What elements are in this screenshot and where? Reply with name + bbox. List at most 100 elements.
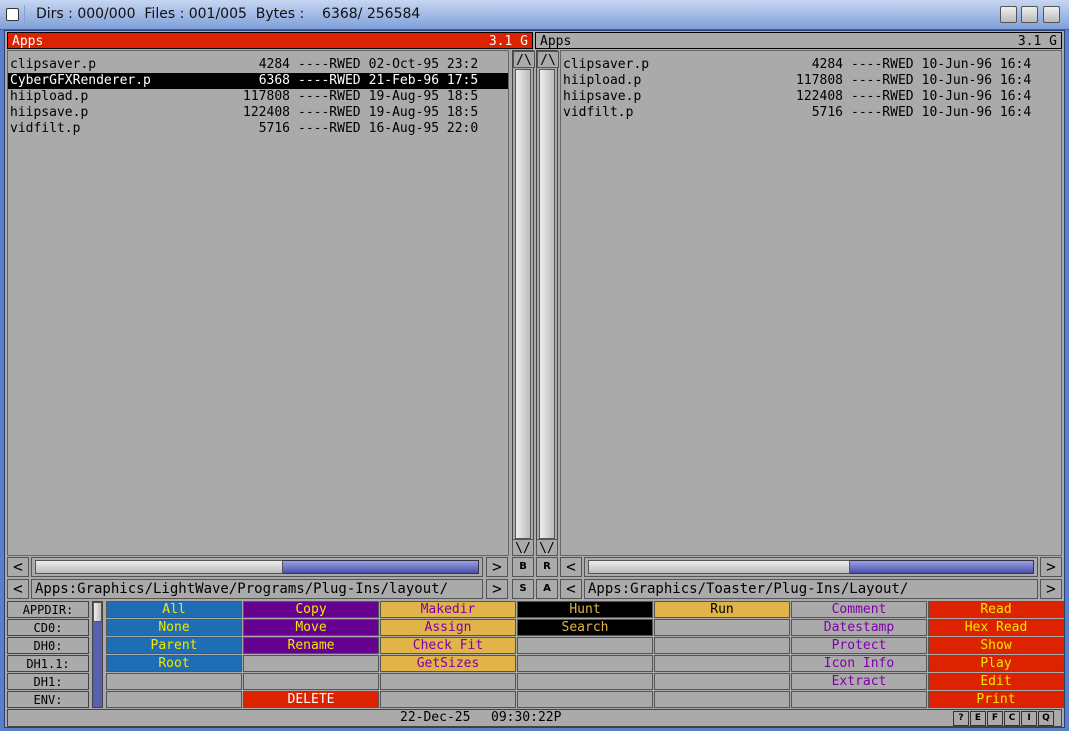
left-lister-header[interactable]: Apps 3.1 G — [7, 32, 533, 49]
play-button[interactable]: Play — [928, 655, 1064, 672]
scroll-thumb[interactable] — [35, 560, 283, 574]
empty-button[interactable] — [654, 637, 790, 654]
scroll-thumb[interactable] — [539, 69, 555, 539]
title-bar[interactable]: Dirs : 000/000 Files : 001/005 Bytes : 6… — [0, 0, 1069, 30]
file-row[interactable]: hiipload.p 117808 ----RWED 19-Aug-95 18:5 — [8, 89, 508, 105]
empty-button[interactable] — [517, 655, 653, 672]
file-row[interactable]: CyberGFXRenderer.p 6368 ----RWED 21-Feb-96 … — [8, 73, 508, 89]
device-button[interactable]: DH0: — [7, 637, 89, 654]
right-horizontal-scrollbar[interactable] — [584, 557, 1038, 577]
parent-button[interactable]: Parent — [106, 637, 242, 654]
empty-button[interactable] — [517, 637, 653, 654]
extract-button[interactable]: Extract — [791, 673, 927, 690]
left-file-list[interactable]: clipsaver.p 4284 ----RWED 02-Oct-95 23:2 Cyb… — [7, 50, 509, 556]
none-button[interactable]: None — [106, 619, 242, 636]
delete-button[interactable]: DELETE — [243, 691, 379, 708]
scroll-down-icon[interactable]: \/ — [512, 539, 534, 556]
right-lister-header[interactable]: Apps 3.1 G — [535, 32, 1062, 49]
iconify-icon[interactable] — [1000, 6, 1017, 23]
makedir-button[interactable]: Makedir — [380, 601, 516, 618]
scroll-up-icon[interactable]: /\ — [537, 51, 559, 68]
status-i-button[interactable]: I — [1021, 711, 1037, 726]
status-c-button[interactable]: C — [1004, 711, 1020, 726]
hunt-button[interactable]: Hunt — [517, 601, 653, 618]
status-e-button[interactable]: E — [970, 711, 986, 726]
file-row[interactable]: vidfilt.p 5716 ----RWED 16-Aug-95 22:0 — [8, 121, 508, 137]
root-button[interactable]: Root — [106, 655, 242, 672]
file-row[interactable]: hiipsave.p 122408 ----RWED 10-Jun-96 16:4 — [561, 89, 1061, 105]
move-button[interactable]: Move — [243, 619, 379, 636]
empty-button[interactable] — [243, 655, 379, 672]
path-forward-icon[interactable]: > — [1040, 579, 1062, 599]
empty-button[interactable] — [380, 691, 516, 708]
empty-button[interactable] — [654, 691, 790, 708]
right-path-field[interactable]: Apps:Graphics/Toaster/Plug-Ins/Layout/ — [584, 579, 1038, 599]
assign-button[interactable]: Assign — [380, 619, 516, 636]
empty-button[interactable] — [654, 673, 790, 690]
empty-button[interactable] — [517, 691, 653, 708]
all-button[interactable]: A — [536, 579, 558, 599]
search-button[interactable]: Search — [517, 619, 653, 636]
status-q-button[interactable]: Q — [1038, 711, 1054, 726]
device-button[interactable]: CD0: — [7, 619, 89, 636]
empty-button[interactable] — [106, 673, 242, 690]
getsizes-button[interactable]: GetSizes — [380, 655, 516, 672]
icon-info-button[interactable]: Icon Info — [791, 655, 927, 672]
device-button[interactable]: ENV: — [7, 691, 89, 708]
left-vertical-scrollbar[interactable]: /\ \/ — [512, 50, 535, 556]
device-button[interactable]: APPDIR: — [7, 601, 89, 618]
scroll-thumb[interactable] — [588, 560, 851, 574]
buffer-button[interactable]: B — [512, 557, 534, 577]
scroll-right-icon[interactable]: > — [1040, 557, 1062, 577]
comment-button[interactable]: Comment — [791, 601, 927, 618]
scroll-up-icon[interactable]: /\ — [513, 51, 535, 68]
show-button[interactable]: Show — [928, 637, 1064, 654]
empty-button[interactable] — [517, 673, 653, 690]
empty-button[interactable] — [654, 655, 790, 672]
scroll-right-icon[interactable]: > — [486, 557, 508, 577]
device-list-scrollbar[interactable] — [92, 601, 103, 708]
file-row[interactable]: clipsaver.p 4284 ----RWED 10-Jun-96 16:4 — [561, 57, 1061, 73]
left-horizontal-scrollbar[interactable] — [31, 557, 483, 577]
device-button[interactable]: DH1.1: — [7, 655, 89, 672]
path-back-icon[interactable]: < — [560, 579, 582, 599]
status-help-button[interactable]: ? — [953, 711, 969, 726]
scroll-thumb[interactable] — [93, 602, 102, 622]
all-button[interactable]: All — [106, 601, 242, 618]
scroll-left-icon[interactable]: < — [7, 557, 29, 577]
file-row[interactable]: hiipsave.p 122408 ----RWED 19-Aug-95 18:5 — [8, 105, 508, 121]
left-path-field[interactable]: Apps:Graphics/LightWave/Programs/Plug-In… — [31, 579, 483, 599]
print-button[interactable]: Print — [928, 691, 1064, 708]
run-button[interactable]: Run — [654, 601, 790, 618]
empty-button[interactable] — [106, 691, 242, 708]
right-vertical-scrollbar[interactable]: /\ \/ — [536, 50, 559, 556]
zoom-icon[interactable] — [1021, 6, 1038, 23]
status-f-button[interactable]: F — [987, 711, 1003, 726]
empty-button[interactable] — [380, 673, 516, 690]
empty-button[interactable] — [791, 691, 927, 708]
check-fit-button[interactable]: Check Fit — [380, 637, 516, 654]
rename-button[interactable]: Rename — [243, 637, 379, 654]
depth-icon[interactable] — [1043, 6, 1060, 23]
file-row[interactable]: clipsaver.p 4284 ----RWED 02-Oct-95 23:2 — [8, 57, 508, 73]
right-file-list[interactable]: clipsaver.p 4284 ----RWED 10-Jun-96 16:4 hii… — [560, 50, 1062, 556]
file-row[interactable]: hiipload.p 117808 ----RWED 10-Jun-96 16:4 — [561, 73, 1061, 89]
scroll-down-icon[interactable]: \/ — [536, 539, 558, 556]
protect-button[interactable]: Protect — [791, 637, 927, 654]
empty-button[interactable] — [243, 673, 379, 690]
close-icon[interactable] — [6, 8, 19, 21]
datestamp-button[interactable]: Datestamp — [791, 619, 927, 636]
select-button[interactable]: S — [512, 579, 534, 599]
empty-button[interactable] — [654, 619, 790, 636]
edit-button[interactable]: Edit — [928, 673, 1064, 690]
scroll-thumb[interactable] — [515, 69, 531, 539]
hex-read-button[interactable]: Hex Read — [928, 619, 1064, 636]
read-button[interactable]: Read — [928, 601, 1064, 618]
file-row[interactable]: vidfilt.p 5716 ----RWED 10-Jun-96 16:4 — [561, 105, 1061, 121]
copy-button[interactable]: Copy — [243, 601, 379, 618]
path-forward-icon[interactable]: > — [486, 579, 508, 599]
path-back-icon[interactable]: < — [7, 579, 29, 599]
device-button[interactable]: DH1: — [7, 673, 89, 690]
reread-button[interactable]: R — [536, 557, 558, 577]
scroll-left-icon[interactable]: < — [560, 557, 582, 577]
